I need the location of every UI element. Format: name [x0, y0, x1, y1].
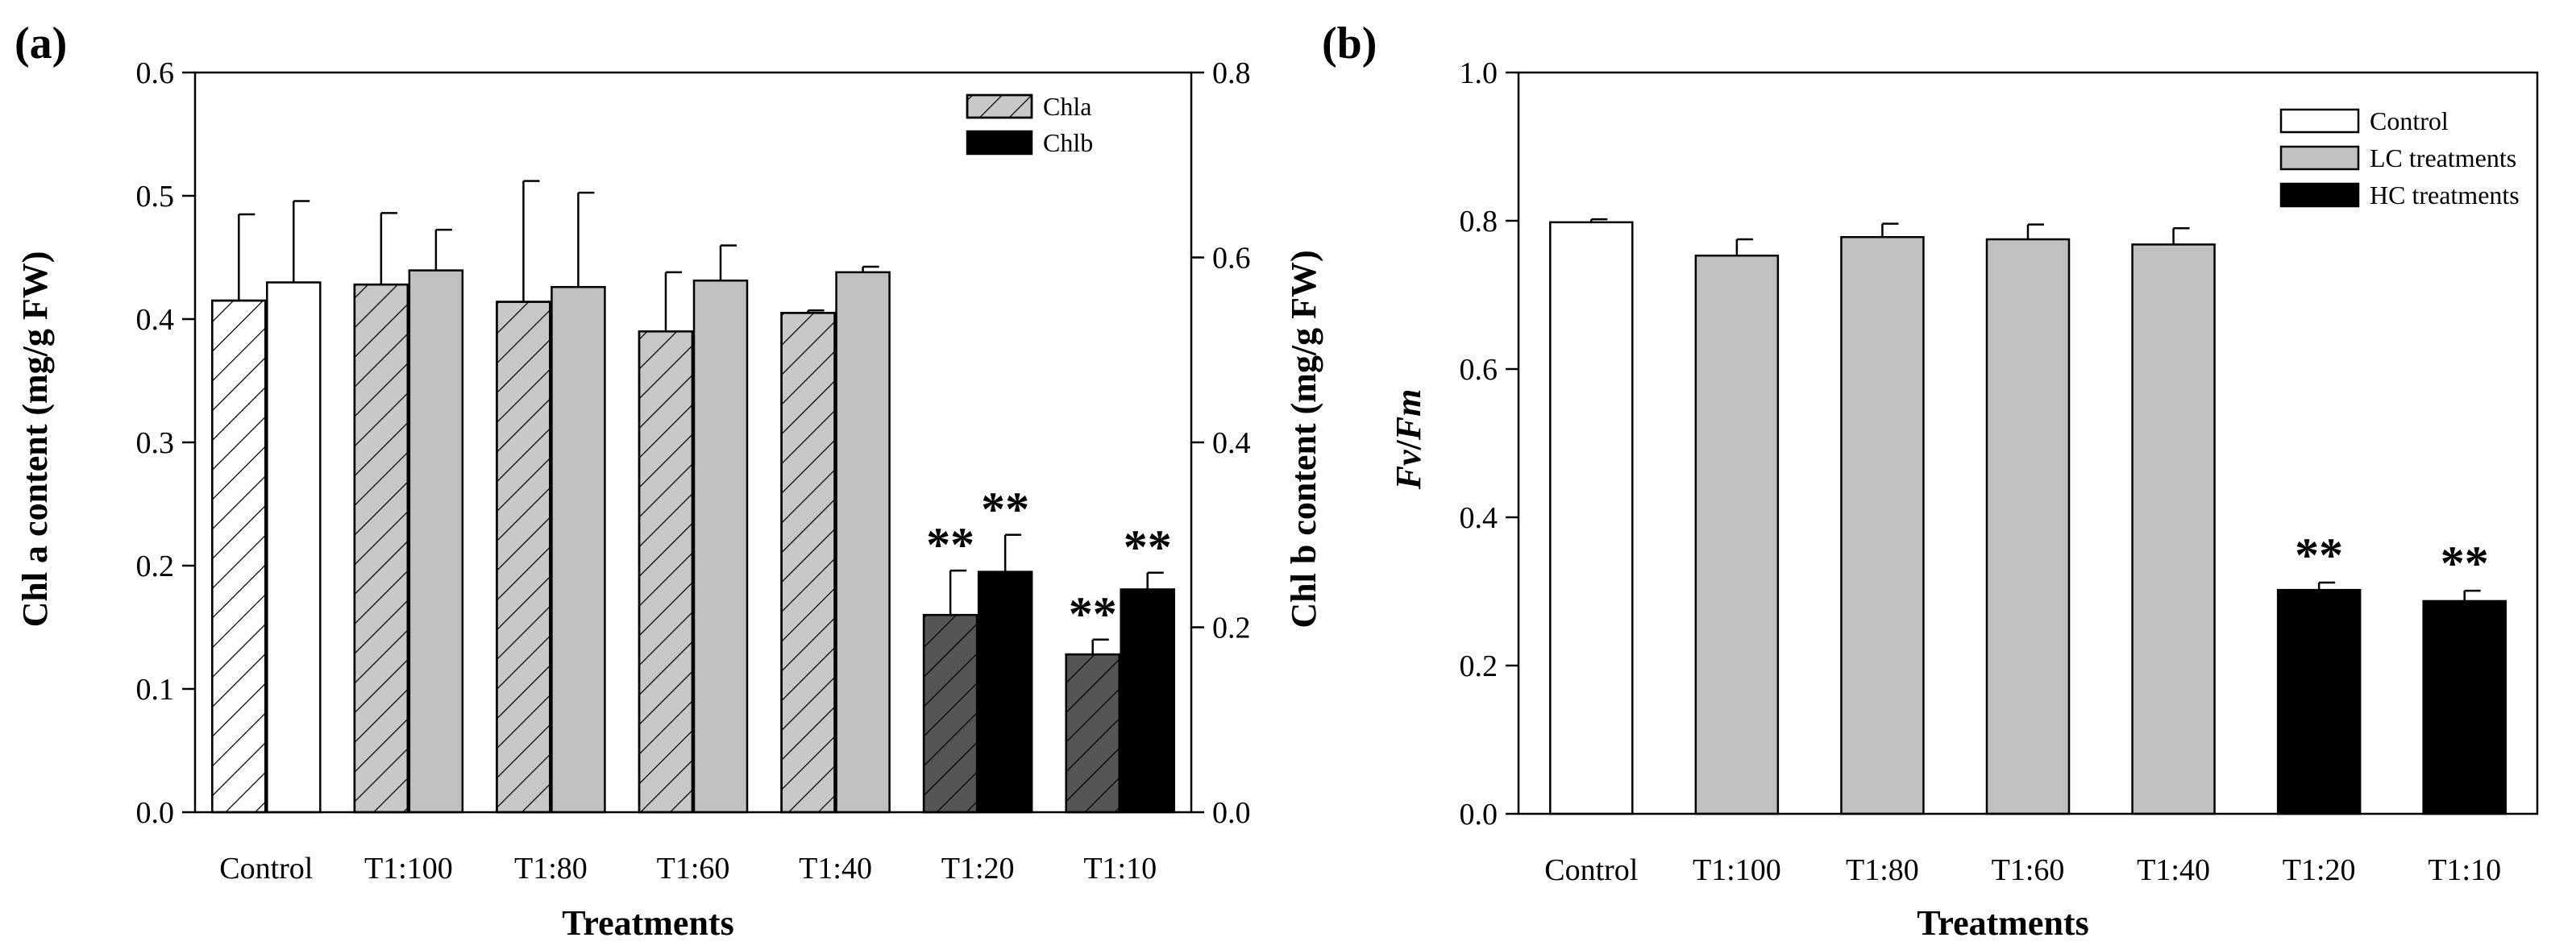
panel-a-x-axis-title: Treatments	[562, 903, 733, 943]
chlb-bar	[408, 269, 464, 814]
y-tick-label: 0.2	[136, 550, 175, 583]
legend-label: Chlb	[1043, 128, 1093, 157]
x-tick-label: T1:80	[1846, 853, 1919, 887]
chlb-bar	[692, 279, 749, 814]
y-tick-label: 0.6	[1460, 353, 1498, 387]
x-tick-label: T1:20	[2283, 853, 2356, 887]
y-tick-label: 0.4	[136, 303, 175, 337]
legend-swatch	[2279, 182, 2360, 208]
legend: Chla Chlb	[966, 92, 1093, 157]
x-tick-label: Control	[1544, 853, 1638, 887]
fvfm-bar	[2131, 243, 2216, 815]
panel-b-x-axis-title: Treatments	[1917, 903, 2088, 943]
fvfm-significance: **	[2295, 529, 2343, 582]
y-tick-label: 0.4	[1460, 501, 1498, 535]
fvfm-significance: **	[2441, 537, 2489, 590]
fv-fm-axis-title: Fv/Fm	[1389, 389, 1428, 491]
x-tick-label: T1:10	[1083, 852, 1157, 886]
panel-a-plot-area: 0.0 0.1 0.2 0.3 0.4 0.5 0.6 0.0 0.2 0.4 0.6 0.8 Cont…	[136, 56, 1251, 886]
chlb-significance: **	[1124, 521, 1172, 574]
y-tick-label: 0.2	[1460, 649, 1498, 683]
chla-bar-hatch	[211, 299, 267, 814]
chlb-bar	[266, 281, 322, 814]
y-tick-label: 0.0	[136, 796, 175, 830]
x-tick-label: T1:20	[941, 852, 1015, 886]
y2-tick-label: 0.2	[1212, 612, 1251, 645]
chart-panel-a: (a) Chl a content (mg/g FW) Chl b conten…	[15, 19, 1323, 943]
x-tick-label: T1:60	[1992, 853, 2065, 887]
fvfm-bar	[1840, 235, 1925, 815]
fvfm-bar	[1549, 221, 1634, 815]
x-tick-label: Control	[219, 852, 313, 886]
chla-bar-hatch	[780, 312, 836, 814]
x-tick-label: T1:60	[657, 852, 730, 886]
chl-a-axis-title: Chl a content (mg/g FW)	[15, 251, 55, 628]
fvfm-bar	[1985, 238, 2071, 815]
panel-b-plot-area: 0.0 0.2 0.4 0.6 0.8 1.0 Control T1:100 T1:80 T1:6…	[1460, 56, 2539, 887]
chlb-bar	[835, 271, 891, 814]
chla-bar-hatch	[638, 330, 694, 814]
chl-b-axis-title: Chl b content (mg/g FW)	[1284, 250, 1323, 628]
y-tick-label: 1.0	[1460, 56, 1498, 90]
legend-swatch-hatch	[966, 93, 1033, 119]
fv-fm-axis-title-part: /	[1389, 439, 1428, 450]
fvfm-bar	[2422, 599, 2507, 815]
x-tick-label: T1:100	[364, 852, 453, 886]
y2-tick-label: 0.8	[1212, 56, 1251, 90]
x-tick-label: T1:10	[2428, 853, 2501, 887]
y2-tick-label: 0.4	[1212, 426, 1251, 460]
plot-frame	[193, 71, 1193, 814]
chlb-bar	[977, 570, 1033, 814]
legend-swatch	[2279, 145, 2360, 171]
x-tick-label: T1:80	[514, 852, 588, 886]
chlb-bar	[1120, 588, 1175, 814]
y-tick-label: 0.5	[136, 180, 175, 214]
fvfm-bar	[1694, 254, 1780, 815]
y2-tick-label: 0.6	[1212, 242, 1251, 276]
y-tick-label: 0.0	[1460, 798, 1498, 832]
legend-swatch	[966, 130, 1033, 156]
legend-label: HC treatments	[2370, 180, 2520, 209]
legend-label: LC treatments	[2370, 143, 2516, 172]
y-tick-label: 0.6	[136, 56, 175, 90]
x-tick-label: T1:40	[799, 852, 872, 886]
chla-bar-hatch	[1065, 653, 1120, 814]
panel-a-label: (a)	[15, 19, 67, 68]
chlb-bar	[551, 285, 606, 814]
panel-b-label: (b)	[1322, 19, 1377, 68]
chlb-significance: **	[981, 483, 1029, 536]
legend: Control LC treatments HC treatments	[2279, 106, 2520, 209]
legend-label: Control	[2370, 106, 2449, 135]
legend-label: Chla	[1043, 92, 1091, 121]
y-tick-label: 0.3	[136, 426, 175, 460]
fv-fm-axis-title-part: Fm	[1389, 389, 1428, 442]
chla-bar-hatch	[496, 301, 551, 814]
chla-significance: **	[926, 518, 974, 571]
chart-panel-b: (b) Fv/Fm Treatments 0.0 0.2 0.4 0.6 0.8 1.0 C…	[1322, 19, 2539, 943]
y2-tick-label: 0.0	[1212, 796, 1251, 830]
plot-frame	[1517, 71, 2539, 815]
legend-swatch	[2279, 108, 2360, 134]
fv-fm-axis-title-part: Fv	[1389, 450, 1428, 490]
x-tick-label: T1:40	[2137, 853, 2210, 887]
x-tick-label: T1:100	[1693, 853, 1781, 887]
chla-bar-hatch	[922, 613, 978, 814]
chla-significance: **	[1069, 587, 1117, 641]
y-tick-label: 0.1	[136, 673, 175, 707]
y-tick-label: 0.8	[1460, 205, 1498, 239]
chla-bar-hatch	[353, 283, 409, 814]
fvfm-bar	[2276, 588, 2362, 815]
